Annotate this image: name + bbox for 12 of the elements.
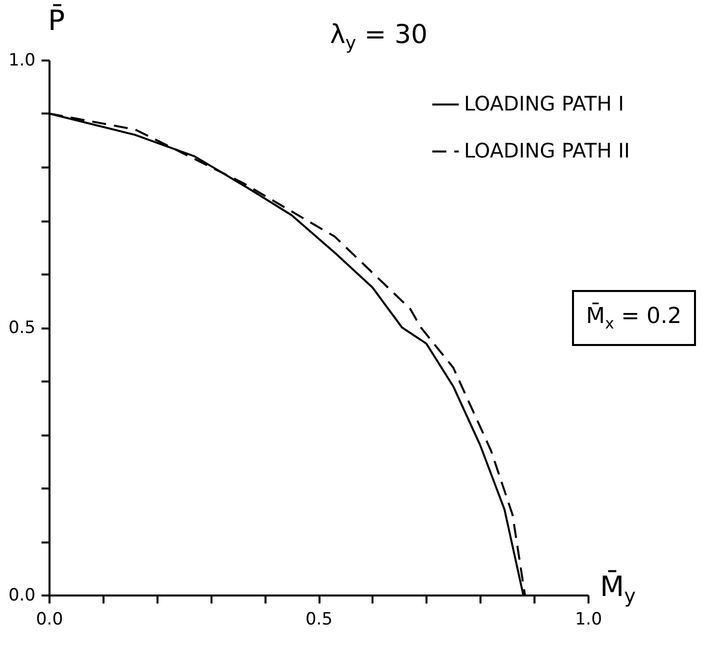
y-tick-label: 1.0 <box>8 50 36 70</box>
legend-label: LOADING PATH II <box>464 138 630 162</box>
y-axis-title: P̄ <box>48 4 65 37</box>
annotation: M̄$_{x}$ = 0.2 <box>572 290 696 346</box>
y-tick-label: 0.0 <box>8 586 36 606</box>
x-tick-label: 1.0 <box>574 610 602 630</box>
chart-title: λ$_{y}$ = 30 <box>330 20 428 54</box>
y-tick-label: 0.5 <box>8 318 36 338</box>
x-tick-label: 0.0 <box>36 610 64 630</box>
x-tick-label: 0.5 <box>305 610 333 630</box>
legend-label: LOADING PATH I <box>464 92 624 116</box>
x-axis-title: M̄$_{y}$ <box>600 570 636 608</box>
